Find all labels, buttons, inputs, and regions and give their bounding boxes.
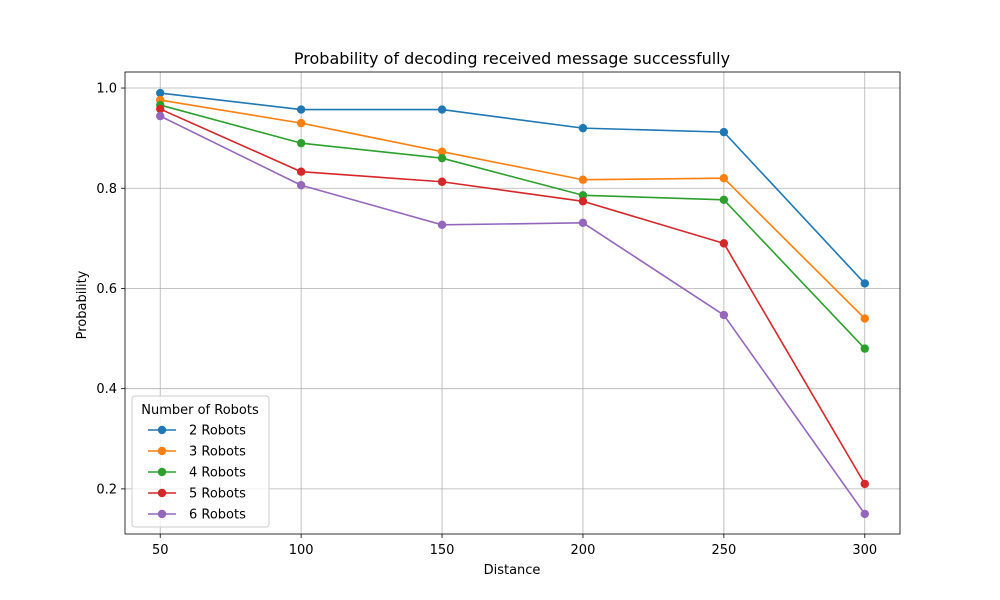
y-tick-label: 0.2 (96, 482, 117, 497)
legend-label: 3 Robots (189, 445, 246, 460)
data-point (719, 174, 729, 183)
series-line-5-robots (159, 108, 866, 485)
data-point (296, 138, 306, 148)
data-point (156, 88, 165, 98)
data-point (437, 153, 447, 163)
data-point (719, 310, 729, 320)
data-point (156, 111, 165, 121)
legend-item: 3 Robots (148, 445, 246, 460)
legend-marker (157, 488, 167, 498)
data-point (860, 279, 869, 288)
series-3-robots (156, 95, 869, 323)
legend-marker (157, 467, 167, 477)
data-point (296, 105, 306, 114)
series-line-6-robots (159, 115, 866, 515)
x-tick-label: 100 (289, 543, 314, 558)
data-point (296, 118, 306, 128)
x-tick-label: 250 (711, 543, 736, 558)
data-point (578, 191, 588, 200)
series-line-2-robots (160, 92, 866, 285)
data-point (860, 344, 869, 353)
legend-box (131, 395, 270, 528)
legend-marker (157, 509, 167, 519)
data-point (860, 509, 869, 519)
legend-items: 2 Robots 3 Robots 4 Robots 5 Robots 6 Robots (148, 424, 246, 523)
data-point (719, 127, 729, 137)
data-point (578, 123, 588, 133)
legend-item: 5 Robots (148, 487, 246, 502)
data-point (578, 218, 588, 228)
legend-label: 4 Robots (189, 466, 246, 481)
series-line-3-robots (160, 99, 866, 320)
y-tick-label: 0.6 (96, 282, 117, 297)
axes: 50 100 150 200 250 300 0.2 0.4 0.6 0.8 1.0 (96, 71, 901, 558)
legend-item: 2 Robots (148, 424, 246, 439)
series-line-4-robots (160, 104, 866, 350)
legend-label: 2 Robots (189, 424, 246, 439)
data-point (719, 239, 729, 248)
data-point (578, 197, 588, 206)
y-axis-label: Probability (75, 270, 90, 339)
legend-title: Number of Robots (141, 403, 259, 418)
data-point (437, 177, 447, 186)
series-6-robots (156, 111, 869, 519)
data-point (437, 147, 447, 156)
data-point (860, 314, 869, 323)
legend-item: 4 Robots (148, 466, 246, 481)
chart-title: Probability of decoding received message… (294, 49, 730, 68)
series-5-robots (156, 104, 869, 489)
data-point (296, 181, 306, 190)
x-tick-label: 300 (852, 543, 877, 558)
x-tick-label: 200 (571, 543, 596, 558)
data-point (719, 195, 729, 204)
legend-marker (157, 425, 167, 435)
legend: Number of Robots 2 Robots 3 Robots 4 Robot… (131, 395, 270, 528)
data-point (437, 220, 447, 230)
data-point (578, 175, 588, 184)
series-group (156, 88, 869, 519)
legend-label: 6 Robots (189, 508, 246, 523)
plot-frame (124, 71, 901, 535)
y-tick-label: 1.0 (96, 82, 117, 97)
x-axis-label: Distance (484, 563, 541, 578)
series-2-robots (156, 88, 869, 288)
legend-label: 5 Robots (189, 487, 246, 502)
legend-item: 6 Robots (148, 508, 246, 523)
data-point (437, 105, 447, 114)
data-point (296, 167, 306, 176)
data-point (156, 104, 165, 114)
y-tick-label: 0.8 (96, 182, 117, 197)
data-point (860, 479, 869, 489)
x-tick-label: 150 (430, 543, 455, 558)
legend-marker (157, 446, 167, 456)
x-tick-label: 50 (152, 543, 169, 558)
series-4-robots (156, 100, 869, 353)
y-tick-label: 0.4 (96, 382, 117, 397)
